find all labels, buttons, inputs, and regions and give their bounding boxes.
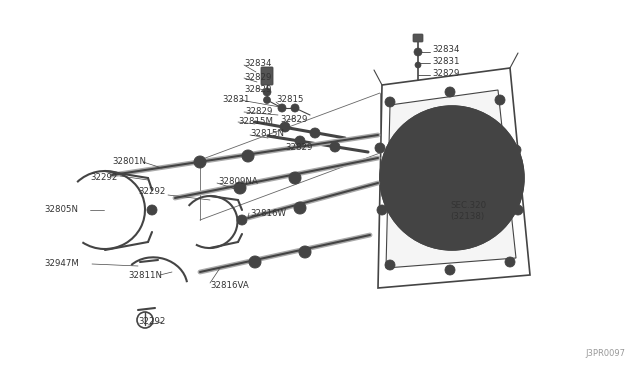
Circle shape — [468, 112, 476, 120]
Circle shape — [263, 88, 271, 96]
Circle shape — [468, 236, 476, 244]
Circle shape — [278, 104, 286, 112]
Text: 32811N: 32811N — [128, 270, 162, 279]
Circle shape — [414, 48, 422, 56]
Text: 32829: 32829 — [244, 73, 271, 81]
Circle shape — [385, 260, 395, 270]
Text: 32829: 32829 — [432, 70, 460, 78]
Circle shape — [445, 87, 455, 97]
Text: J3PR0097: J3PR0097 — [585, 349, 625, 358]
Circle shape — [400, 126, 504, 230]
Circle shape — [513, 174, 521, 182]
Text: 32829: 32829 — [244, 86, 271, 94]
Text: 32809NA: 32809NA — [218, 177, 258, 186]
Circle shape — [299, 246, 311, 258]
Circle shape — [280, 122, 290, 132]
Circle shape — [330, 142, 340, 152]
FancyBboxPatch shape — [413, 34, 423, 42]
Circle shape — [442, 168, 462, 188]
Text: 32805N: 32805N — [44, 205, 78, 215]
Circle shape — [194, 156, 206, 168]
Circle shape — [237, 215, 247, 225]
Circle shape — [234, 182, 246, 194]
Text: 32831: 32831 — [432, 58, 460, 67]
Circle shape — [380, 106, 524, 250]
Circle shape — [310, 128, 320, 138]
Text: 32834: 32834 — [432, 45, 460, 55]
Text: SEC.320: SEC.320 — [450, 202, 486, 211]
Circle shape — [383, 174, 391, 182]
Circle shape — [511, 145, 521, 155]
Circle shape — [396, 136, 403, 144]
Circle shape — [428, 112, 436, 120]
FancyBboxPatch shape — [261, 67, 273, 85]
Circle shape — [505, 257, 515, 267]
Circle shape — [396, 212, 403, 220]
Circle shape — [249, 256, 261, 268]
Circle shape — [147, 205, 157, 215]
Text: 32816VA: 32816VA — [210, 282, 249, 291]
Text: 32292: 32292 — [138, 317, 165, 327]
Circle shape — [294, 202, 306, 214]
Circle shape — [424, 150, 480, 206]
Text: 32947M: 32947M — [44, 260, 79, 269]
Text: 32816W: 32816W — [250, 208, 286, 218]
Circle shape — [445, 265, 455, 275]
Circle shape — [495, 95, 505, 105]
Text: 32829: 32829 — [280, 115, 307, 125]
Text: 32834: 32834 — [244, 60, 271, 68]
Text: 32829: 32829 — [285, 144, 312, 153]
Circle shape — [264, 96, 271, 103]
Circle shape — [377, 205, 387, 215]
Text: 32831: 32831 — [222, 96, 250, 105]
Polygon shape — [378, 68, 530, 288]
Text: 32801N: 32801N — [112, 157, 146, 167]
Circle shape — [289, 172, 301, 184]
Circle shape — [291, 104, 299, 112]
Text: 32815M: 32815M — [238, 118, 273, 126]
Circle shape — [375, 143, 385, 153]
Circle shape — [513, 205, 523, 215]
Text: 32292: 32292 — [138, 187, 165, 196]
Circle shape — [428, 236, 436, 244]
Circle shape — [242, 150, 254, 162]
Circle shape — [415, 62, 421, 68]
Text: 32815: 32815 — [276, 96, 303, 105]
Polygon shape — [386, 90, 516, 268]
Text: 32829: 32829 — [245, 108, 273, 116]
Circle shape — [295, 136, 305, 146]
Text: 32292: 32292 — [90, 173, 117, 183]
Circle shape — [385, 97, 395, 107]
Text: 32815N: 32815N — [250, 129, 284, 138]
Circle shape — [500, 212, 509, 220]
Circle shape — [500, 136, 509, 144]
Text: (32138): (32138) — [450, 212, 484, 221]
